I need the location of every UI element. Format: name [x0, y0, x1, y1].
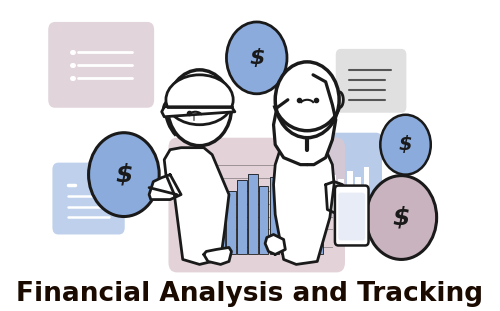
Text: $: $: [298, 101, 311, 119]
Bar: [313, 183, 319, 205]
Polygon shape: [204, 248, 232, 264]
Bar: [194, 215, 203, 254]
Bar: [281, 195, 290, 254]
Bar: [194, 215, 203, 254]
Bar: [248, 174, 258, 254]
Bar: [238, 180, 246, 254]
Text: $: $: [398, 135, 412, 154]
Bar: [204, 200, 214, 254]
Bar: [281, 195, 290, 254]
Bar: [303, 203, 312, 254]
Bar: [364, 167, 370, 205]
Bar: [292, 171, 302, 254]
FancyBboxPatch shape: [336, 49, 406, 113]
Bar: [226, 191, 235, 254]
Bar: [346, 171, 352, 205]
Ellipse shape: [166, 75, 233, 125]
Bar: [303, 203, 312, 254]
Bar: [314, 188, 323, 254]
FancyBboxPatch shape: [52, 163, 125, 234]
Ellipse shape: [226, 22, 287, 94]
Ellipse shape: [366, 176, 436, 259]
Bar: [259, 186, 268, 254]
Circle shape: [168, 70, 232, 146]
Circle shape: [275, 62, 339, 138]
Bar: [270, 177, 280, 254]
Bar: [314, 188, 323, 254]
Bar: [216, 206, 225, 254]
Polygon shape: [265, 234, 285, 254]
FancyBboxPatch shape: [48, 22, 154, 108]
Polygon shape: [162, 107, 235, 117]
FancyBboxPatch shape: [290, 133, 382, 219]
FancyBboxPatch shape: [338, 193, 365, 240]
Polygon shape: [274, 70, 307, 165]
Polygon shape: [307, 75, 336, 165]
Bar: [270, 177, 280, 254]
Bar: [259, 186, 268, 254]
Bar: [248, 174, 258, 254]
Bar: [355, 177, 361, 205]
Polygon shape: [164, 148, 229, 264]
FancyBboxPatch shape: [335, 186, 368, 245]
Ellipse shape: [380, 115, 431, 174]
Bar: [216, 206, 225, 254]
Ellipse shape: [88, 133, 159, 216]
Text: $: $: [392, 206, 410, 230]
Bar: [226, 191, 235, 254]
Polygon shape: [274, 148, 334, 264]
Text: Financial Analysis and Tracking: Financial Analysis and Tracking: [16, 281, 483, 307]
Bar: [330, 175, 336, 205]
Bar: [204, 200, 214, 254]
FancyBboxPatch shape: [168, 138, 345, 272]
Polygon shape: [326, 182, 352, 215]
Bar: [338, 179, 344, 205]
Polygon shape: [149, 174, 181, 200]
Bar: [304, 192, 310, 205]
Bar: [322, 188, 328, 205]
Ellipse shape: [282, 83, 328, 137]
Text: $: $: [115, 163, 132, 187]
Bar: [238, 180, 246, 254]
Bar: [292, 171, 302, 254]
Text: $: $: [249, 48, 264, 68]
